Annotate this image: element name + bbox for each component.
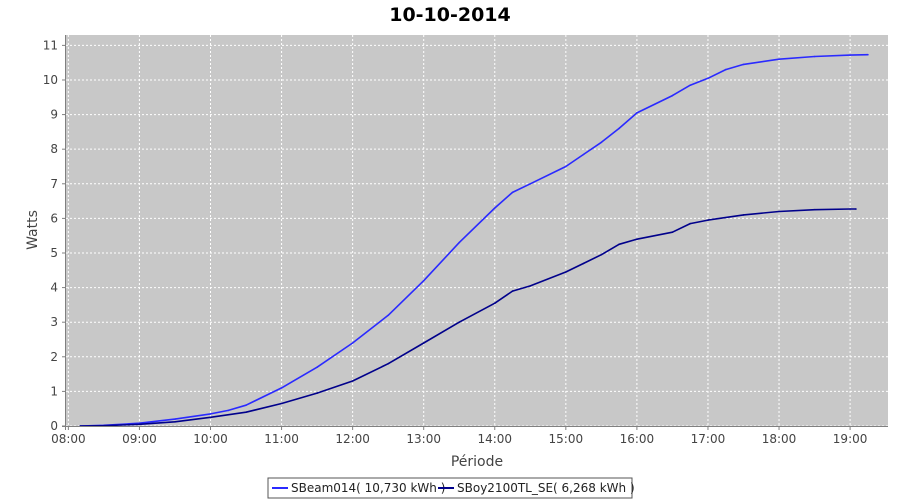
y-tick-label-1: 1 [50,384,58,398]
series-line-1 [80,208,856,427]
series-1-point-16 [582,262,585,265]
series-0-point-7 [280,387,283,389]
series-group [79,53,869,427]
legend: SBeam014( 10,730 kWh ) SBoy2100TL_SE( 6,2… [267,477,635,499]
series-1-point-17 [600,253,603,256]
series-1-point-23 [742,214,745,216]
series-1-point-26 [849,208,851,210]
series-0-point-16 [565,165,567,168]
x-tick-label-11: 19:00 [833,432,868,446]
series-1-point-11 [458,321,461,324]
grid [66,35,888,427]
x-axis-label: Période [451,454,503,470]
series-0-point-23 [707,77,709,80]
series-0-point-4 [209,413,212,415]
y-tick-label-3: 3 [50,315,58,329]
series-1-point-3 [174,421,176,423]
y-tick-label-9: 9 [50,108,58,122]
series-0-point-20 [636,112,638,114]
series-1-point-19 [636,238,638,240]
y-tick-label-4: 4 [50,281,58,295]
series-1-point-10 [422,342,425,344]
series-0-point-13 [494,207,496,209]
y-tick-label-7: 7 [50,177,58,191]
series-0-point-24 [724,68,727,71]
x-tick-label-6: 14:00 [477,432,512,446]
y-tick-label-2: 2 [50,350,58,364]
series-1-point-12 [494,302,496,305]
series-0-point-5 [227,409,230,412]
series-0-point-3 [174,418,176,420]
series-1-point-14 [529,285,532,287]
series-0-point-17 [582,153,585,156]
series-0-point-26 [778,58,780,60]
series-0-point-28 [849,54,851,56]
series-1-point-25 [813,208,816,211]
legend-label-0: SBeam014( 10,730 kWh ) [291,481,445,495]
series-1-point-9 [387,362,390,365]
x-tick-label-4: 12:00 [335,432,370,446]
legend-label-1: SBoy2100TL_SE( 6,268 kWh ) [457,481,635,495]
series-line-0 [80,53,868,427]
x-tick-label-10: 18:00 [762,432,797,446]
series-0-point-29 [867,53,869,56]
series-1-point-2 [138,423,141,426]
series-1-point-13 [511,290,514,292]
x-tick-label-5: 13:00 [406,432,441,446]
x-tick-label-3: 11:00 [264,432,299,446]
y-tick-label-11: 11 [43,38,58,52]
x-tick-label-7: 15:00 [549,432,584,446]
series-0-point-9 [351,342,354,344]
series-0-point-22 [689,84,691,86]
series-1-point-24 [778,210,780,213]
series-0-point-19 [618,127,620,130]
x-tick-label-0: 08:00 [51,432,86,446]
series-1-point-8 [351,380,354,382]
series-0-point-8 [316,366,318,369]
series-1-point-6 [280,402,283,405]
plot-area [66,35,888,426]
series-0-point-10 [387,314,390,317]
x-tick-label-8: 16:00 [620,432,655,446]
series-1-point-20 [671,231,674,233]
y-tick-label-10: 10 [43,73,58,87]
series-0-point-6 [245,404,247,407]
y-tick-label-5: 5 [50,246,58,260]
series-1-point-27 [855,208,857,210]
series-0-point-15 [529,183,532,185]
x-tick-label-9: 17:00 [691,432,726,446]
x-tick-label-2: 10:00 [193,432,228,446]
series-0-point-12 [458,241,461,244]
series-0-point-21 [671,94,674,97]
series-0-point-14 [511,191,514,194]
series-0-point-25 [742,63,745,66]
series-0-point-11 [422,279,425,282]
series-0-point-18 [600,141,603,144]
y-tick-label-6: 6 [50,211,58,225]
series-1-point-21 [689,222,691,225]
axes: 08:00 09:00 10:00 11:00 12:00 13:00 14:00 15:00… [43,35,888,446]
series-1-point-5 [245,411,247,414]
series-1-point-22 [707,219,709,221]
y-axis-label: Watts [25,210,41,250]
series-1-point-18 [618,243,620,246]
y-tick-label-8: 8 [50,142,58,156]
chart-title: 10-10-2014 [389,4,511,26]
y-tick-label-0: 0 [50,419,58,433]
series-1-point-15 [565,271,567,273]
series-1-point-7 [316,392,318,394]
series-0-point-27 [813,55,816,58]
x-tick-label-1: 09:00 [122,432,157,446]
series-1-point-4 [209,416,212,419]
